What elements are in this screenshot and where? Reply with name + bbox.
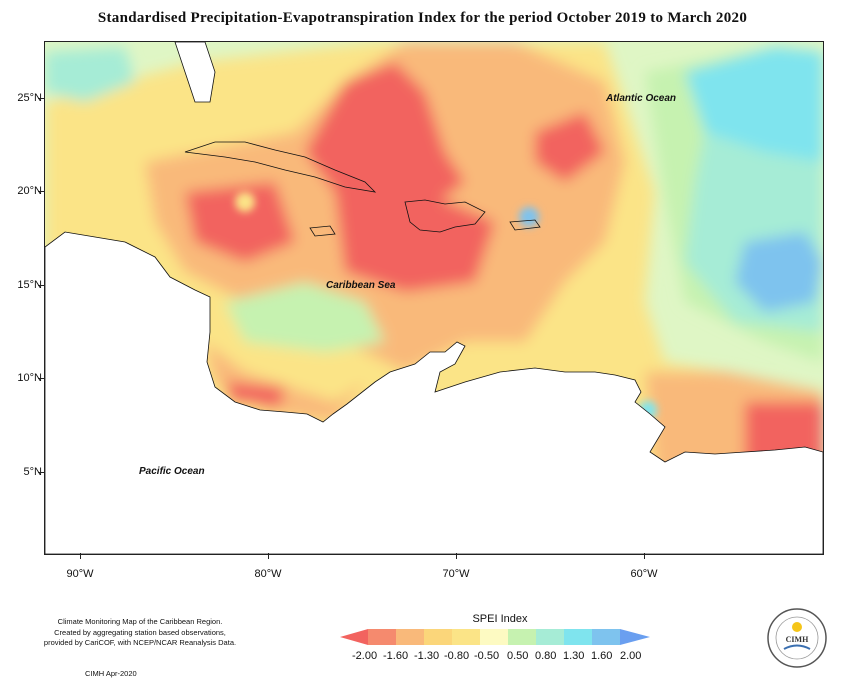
cuba-landmass xyxy=(184,141,377,193)
cimh-logo: CIMH xyxy=(767,608,827,668)
jamaica-outline xyxy=(309,225,336,237)
legend-swatch-1 xyxy=(368,629,396,645)
lat-tick-20n: 20°N xyxy=(17,185,42,197)
legend-label: 0.80 xyxy=(535,650,557,662)
spei-map xyxy=(44,41,824,555)
credits-line-2: Created by aggregating station based obs… xyxy=(54,627,226,637)
legend-title: SPEI Index xyxy=(472,613,528,625)
lat-tick-mark xyxy=(38,191,44,192)
legend-swatch-6 xyxy=(508,629,536,645)
credits-line-1: Climate Monitoring Map of the Caribbean … xyxy=(57,617,223,626)
lat-tick-mark xyxy=(38,472,44,473)
lon-tick-60w: 60°W xyxy=(630,568,658,580)
lat-tick-mark xyxy=(38,98,44,99)
lat-tick-mark xyxy=(38,378,44,379)
lat-tick-15n: 15°N xyxy=(17,279,42,291)
lat-tick-25n: 25°N xyxy=(17,92,42,104)
legend-swatch-7 xyxy=(536,629,564,645)
lon-tick-70w: 70°W xyxy=(442,568,470,580)
legend-label: 1.60 xyxy=(591,650,613,662)
legend-swatch-8 xyxy=(564,629,592,645)
credits-line-3: provided by CariCOF, with NCEP/NCAR Rean… xyxy=(43,638,237,647)
lon-tick-mark xyxy=(80,553,81,559)
atlantic-ocean-label: Atlantic Ocean xyxy=(606,93,677,104)
central-america-landmass xyxy=(45,231,823,554)
legend-colorbar xyxy=(340,629,650,645)
spei-field xyxy=(45,42,823,554)
map-title: Standardised Precipitation-Evapotranspir… xyxy=(97,10,748,26)
legend-swatch-3 xyxy=(424,629,452,645)
legend-label: -0.50 xyxy=(474,650,500,662)
lat-tick-10n: 10°N xyxy=(17,372,42,384)
legend-label: 0.50 xyxy=(507,650,529,662)
lon-tick-mark xyxy=(268,553,269,559)
lon-tick-90w: 90°W xyxy=(66,568,94,580)
logo-text: CIMH xyxy=(786,635,809,644)
lon-tick-mark xyxy=(644,553,645,559)
puerto-rico-outline xyxy=(509,219,541,231)
legend-label: -1.60 xyxy=(383,650,409,662)
legend-swatch-5 xyxy=(480,629,508,645)
legend-label: -2.00 xyxy=(352,650,378,662)
lon-tick-80w: 80°W xyxy=(254,568,282,580)
legend-swatch-2 xyxy=(396,629,424,645)
legend-swatch-0 xyxy=(340,629,368,645)
legend-label: -1.30 xyxy=(414,650,440,662)
credits-block: Climate Monitoring Map of the Caribbean … xyxy=(30,617,250,649)
legend-swatch-10 xyxy=(620,629,650,645)
pacific-ocean-label: Pacific Ocean xyxy=(139,466,205,477)
florida-landmass xyxy=(174,42,216,103)
legend-swatch-4 xyxy=(452,629,480,645)
hispaniola-landmass xyxy=(404,199,486,233)
caribbean-sea-label: Caribbean Sea xyxy=(326,280,396,291)
lat-tick-5n: 5°N xyxy=(23,466,42,478)
legend-swatch-9 xyxy=(592,629,620,645)
cimh-date: CIMH Apr-2020 xyxy=(85,669,137,678)
lon-tick-mark xyxy=(456,553,457,559)
lat-tick-mark xyxy=(38,285,44,286)
legend-label: 1.30 xyxy=(563,650,585,662)
legend-label: 2.00 xyxy=(620,650,642,662)
legend-label: -0.80 xyxy=(444,650,470,662)
